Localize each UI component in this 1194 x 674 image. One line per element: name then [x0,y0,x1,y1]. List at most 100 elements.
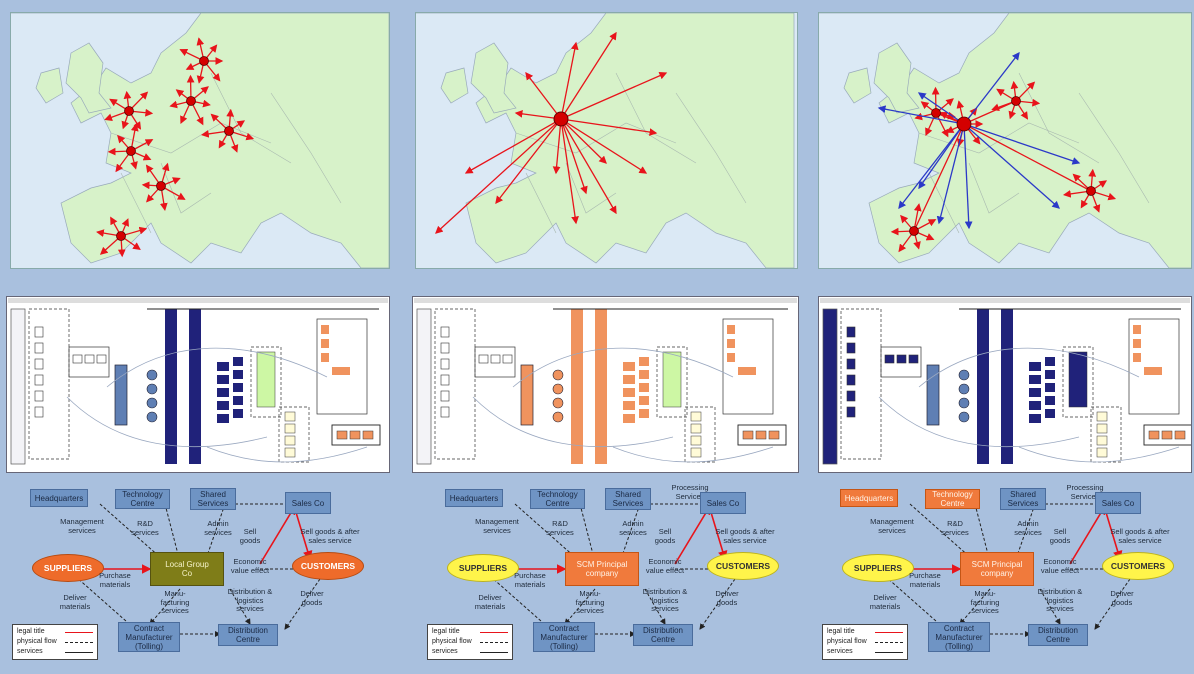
legend-line [874,641,903,643]
flow-arrow [464,118,562,174]
deliver-goods-label: Deliver goods [1110,589,1134,607]
flow-node [96,354,107,364]
legend-line [874,651,903,653]
flow-arrow [560,118,648,174]
process-flow-panel-1 [6,296,390,473]
flow-node [321,325,329,334]
sell-goods-after-sales-label: Sell goods & after sales service [1110,527,1170,545]
flow-connector [106,347,328,388]
legend-row: services [432,647,508,657]
legend-line [479,631,508,633]
deliver-materials-label: Deliver materials [59,593,91,611]
flow-column [977,309,989,464]
flow-node [727,325,735,334]
flow-block [662,351,682,408]
legend-label: services [827,648,853,655]
flow-node [440,374,450,386]
legend-row: physical flow [432,637,508,647]
land-ireland [843,67,872,104]
sell-goods-label: Sell goods [1049,527,1071,545]
management-services-label: Management services [870,517,914,535]
flow-column [165,309,177,464]
distribution-logistics-label: Distribution & logistics services [642,587,688,613]
deliver-goods-label: Deliver goods [300,589,324,607]
flow-node [146,369,158,381]
management-services-label: Management services [475,517,519,535]
deliver-goods-label: Deliver goods [715,589,739,607]
flow-column [571,309,583,464]
flow-node [1045,409,1055,418]
hub-marker [199,56,209,66]
diagram-legend: legal title physical flow services [822,624,908,660]
business-model-diagram-3: Headquarters Technology Centre Shared Serv… [822,483,1194,670]
flow-node [623,362,635,371]
deliver-materials-label: Deliver materials [474,593,506,611]
flow-node [552,383,564,395]
flow-node [336,430,348,440]
manufacturing-services-label: Manu- facturing services [575,589,605,615]
contract-manufacturer-box: Contract Manufacturer (Tolling) [533,622,595,652]
flow-node [233,383,243,392]
flow-node [1133,353,1141,362]
flow-node [478,354,489,364]
flow-node [34,326,44,338]
flow-node [755,430,767,440]
flow-connector [918,347,1140,388]
flow-node [233,396,243,405]
rd-services-label: R&D services [131,519,159,537]
shared-services-box: Shared Services [190,488,236,510]
flow-node [690,447,702,458]
flow-node [1045,383,1055,392]
flow-node [1096,447,1108,458]
flow-node [440,390,450,402]
map-panel-1 [10,12,390,269]
flow-node [727,339,735,348]
flow-arrow [560,118,579,225]
legend-line [479,641,508,643]
sell-goods-label: Sell goods [654,527,676,545]
diagram-arrow [1069,504,1106,565]
rd-services-label: R&D services [941,519,969,537]
land-uk [470,42,517,114]
hub-marker [931,108,941,118]
flow-node [1045,357,1055,366]
flow-arrow [560,31,617,120]
purchase-materials-label: Purchase materials [99,571,131,589]
legend-line [64,651,93,653]
legend-line [874,631,903,633]
flow-node [284,447,296,458]
land-uk [65,42,112,114]
admin-services-label: Admin services [619,519,647,537]
diagram-legend: legal title physical flow services [427,624,513,660]
flow-column [1001,309,1013,464]
headquarters-box: Headquarters [445,489,503,507]
legend-row: services [827,647,903,657]
flow-arrow [514,109,562,120]
flow-node [284,411,296,422]
flow-column [189,309,201,464]
admin-services-label: Admin services [204,519,232,537]
headquarters-box: Headquarters [30,489,88,507]
process-flow-panel-3 [818,296,1192,473]
flow-node [362,430,374,440]
economic-value-effect-label: Economic value effect [230,557,270,575]
flow-node [490,354,501,364]
diagram-arrow [699,578,736,630]
diagram-arrow [294,508,313,561]
flow-node [958,383,970,395]
process-flow-diagram-1 [7,297,389,472]
flow-node [440,342,450,354]
service-arrow [963,123,973,230]
flow-node [233,409,243,418]
management-services-label: Management services [60,517,104,535]
flow-node [768,430,780,440]
hub-marker [186,96,196,106]
diagram-arrow [884,575,946,630]
sales-co-box: Sales Co [700,492,746,514]
flow-node [846,406,856,418]
legend-row: legal title [17,627,93,637]
admin-services-label: Admin services [1014,519,1042,537]
legend-line [64,631,93,633]
headquarters-box: Headquarters [840,489,898,507]
land-mass [11,13,389,268]
